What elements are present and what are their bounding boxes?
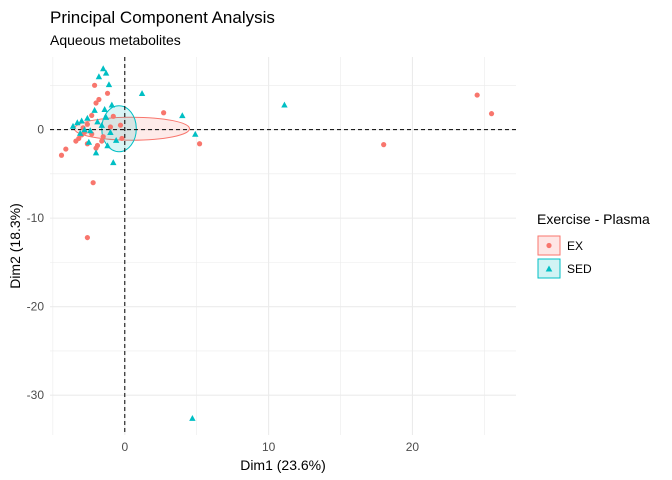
x-axis-title: Dim1 (23.6%) (240, 457, 326, 473)
point-ex (161, 110, 167, 116)
point-ex (99, 138, 105, 144)
chart-title: Principal Component Analysis (50, 8, 275, 27)
point-ex (84, 121, 90, 127)
legend-label-sed: SED (567, 262, 592, 276)
point-ex (381, 142, 387, 148)
point-sed (138, 90, 146, 97)
point-sed (105, 81, 113, 88)
y-tick-label: 0 (37, 123, 44, 137)
point-ex (100, 134, 106, 140)
point-sed (74, 119, 81, 126)
point-ex (107, 124, 114, 130)
point-sed (91, 106, 98, 113)
x-tick-label: 20 (406, 440, 420, 454)
legend-title: Exercise - Plasma (537, 211, 650, 227)
point-ex (63, 146, 69, 152)
y-axis-title: Dim2 (18.3%) (7, 203, 23, 289)
chart-subtitle: Aqueous metabolites (50, 32, 181, 48)
point-ex (91, 82, 98, 88)
point-ex (58, 152, 65, 158)
point-ex (488, 111, 495, 117)
point-sed (77, 129, 84, 136)
legend-label-ex: EX (567, 239, 583, 253)
point-sed (81, 126, 88, 133)
point-ex (96, 96, 102, 103)
axis-ticks: 0 10 20 0 -10 -20 -30 (27, 123, 420, 454)
point-sed (100, 65, 107, 72)
point-sed (87, 127, 94, 134)
x-tick-label: 10 (262, 440, 276, 454)
point-ex (110, 113, 116, 119)
point-sed (102, 69, 110, 76)
legend: Exercise - Plasma EX SED (537, 211, 650, 279)
point-sed (94, 118, 101, 125)
point-ex (474, 92, 480, 98)
ellipse-sed (101, 105, 137, 153)
point-ex (84, 234, 90, 241)
point-ex (90, 180, 96, 186)
point-ex (196, 141, 203, 147)
point-sed (104, 142, 111, 149)
point-sed (192, 130, 199, 137)
point-sed (108, 101, 116, 108)
point-sed (84, 114, 91, 121)
point-sed (281, 101, 288, 108)
data-points (58, 65, 495, 421)
point-sed (112, 137, 120, 143)
x-tick-label: 0 (121, 440, 128, 454)
point-sed (179, 112, 186, 119)
point-ex (117, 122, 124, 128)
point-ex (89, 112, 95, 119)
point-sed (110, 159, 117, 166)
point-sed (69, 122, 77, 129)
point-sed (95, 73, 103, 80)
point-sed (92, 149, 100, 156)
y-tick-label: -30 (27, 388, 45, 402)
point-sed (78, 117, 85, 124)
point-sed (102, 113, 110, 120)
point-ex (94, 142, 101, 149)
point-sed (85, 138, 93, 145)
y-tick-label: -10 (27, 211, 45, 225)
point-ex (104, 90, 111, 96)
reference-lines (50, 57, 516, 435)
legend-sed-marker (545, 265, 553, 272)
y-tick-label: -20 (27, 300, 45, 314)
point-sed (98, 121, 105, 128)
point-sed (189, 414, 196, 421)
point-sed (107, 129, 114, 135)
point-ex (76, 135, 82, 142)
point-ex (93, 100, 99, 106)
point-sed (101, 106, 108, 112)
point-ex (119, 135, 125, 142)
legend-ex-marker (546, 242, 552, 249)
grid (50, 57, 516, 435)
